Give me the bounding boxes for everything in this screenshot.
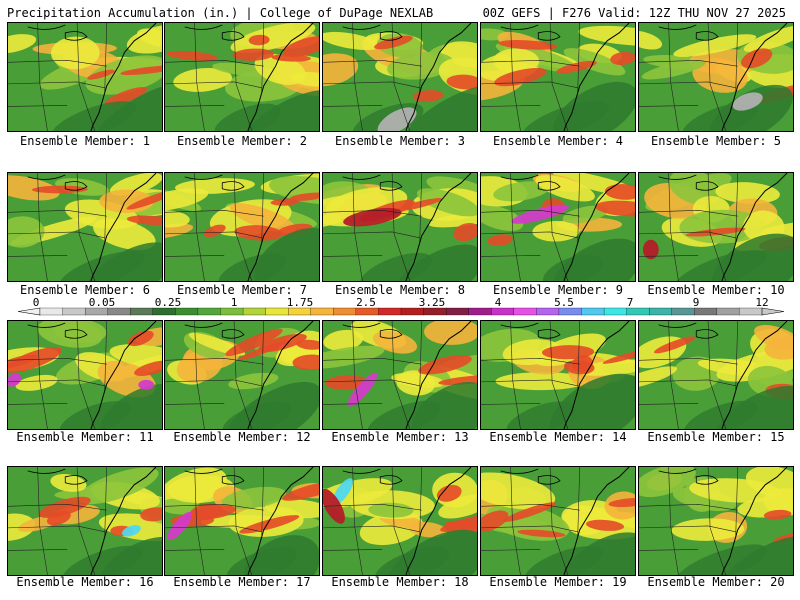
map-panel-member-11	[7, 320, 163, 430]
caption-member-9: Ensemble Member: 9	[492, 283, 624, 297]
caption-member-12: Ensemble Member: 12	[173, 430, 311, 444]
colorbar-swatch	[603, 307, 628, 316]
colorbar-swatch	[400, 307, 425, 316]
map-panel-member-6	[7, 172, 163, 282]
map-panel-member-4	[480, 22, 636, 132]
colorbar-swatch	[378, 307, 402, 316]
colorbar-swatch	[130, 307, 154, 316]
map-panel-member-10	[638, 172, 794, 282]
caption-member-18: Ensemble Member: 18	[331, 575, 469, 589]
caption-member-4: Ensemble Member: 4	[492, 134, 624, 148]
map-panel-member-8	[322, 172, 478, 282]
colorbar-swatch	[62, 307, 86, 316]
colorbar-swatch	[107, 307, 131, 316]
colorbar-swatch	[310, 307, 334, 316]
map-panel-member-13	[322, 320, 478, 430]
map-panel-member-16	[7, 466, 163, 576]
map-panel-member-20	[638, 466, 794, 576]
caption-member-13: Ensemble Member: 13	[331, 430, 469, 444]
colorbar-swatch	[197, 307, 221, 316]
colorbar-tick-label: 2.5	[356, 298, 376, 309]
caption-member-19: Ensemble Member: 19	[489, 575, 627, 589]
colorbar-swatch	[355, 307, 379, 316]
header-title: Precipitation Accumulation (in.) | Colle…	[7, 6, 434, 20]
colorbar-swatch	[175, 307, 199, 316]
caption-member-10: Ensemble Member: 10	[647, 283, 785, 297]
colorbar-swatch	[84, 307, 109, 316]
map-panel-member-9	[480, 172, 636, 282]
colorbar-tick-label: 12	[755, 298, 768, 309]
caption-member-6: Ensemble Member: 6	[19, 283, 151, 297]
colorbar-swatch	[671, 307, 695, 316]
caption-member-3: Ensemble Member: 3	[334, 134, 466, 148]
caption-member-7: Ensemble Member: 7	[176, 283, 308, 297]
colorbar-swatch	[423, 307, 447, 316]
colorbar-tick-label: 4	[495, 298, 502, 309]
colorbar-swatch	[288, 307, 312, 316]
colorbar-tick-label: 7	[627, 298, 634, 309]
colorbar-swatch	[558, 307, 582, 316]
map-panel-member-18	[322, 466, 478, 576]
colorbar-swatch	[581, 307, 605, 316]
header-valid-time: 00Z GEFS | F276 Valid: 12Z THU NOV 27 20…	[482, 6, 786, 20]
colorbar-swatch	[694, 307, 718, 316]
map-panel-member-17	[164, 466, 320, 576]
colorbar-swatch	[739, 307, 763, 316]
precip-colorbar: 0 0.05 0.25 1 1.75 2.5 3.25 4 5.5 7 9 12	[17, 298, 785, 316]
caption-member-15: Ensemble Member: 15	[647, 430, 785, 444]
caption-member-14: Ensemble Member: 14	[489, 430, 627, 444]
colorbar-swatch	[39, 307, 64, 316]
caption-member-20: Ensemble Member: 20	[647, 575, 785, 589]
colorbar-min-arrow	[17, 307, 41, 316]
colorbar-swatch	[536, 307, 560, 316]
colorbar-swatch	[265, 307, 289, 316]
caption-member-1: Ensemble Member: 1	[19, 134, 151, 148]
map-panel-member-14	[480, 320, 636, 430]
map-panel-member-1	[7, 22, 163, 132]
colorbar-swatch	[513, 307, 537, 316]
colorbar-tick-label: 5.5	[554, 298, 574, 309]
map-panel-member-15	[638, 320, 794, 430]
colorbar-tick-label: 3.25	[419, 298, 446, 309]
map-panel-member-3	[322, 22, 478, 132]
caption-member-8: Ensemble Member: 8	[334, 283, 466, 297]
map-panel-member-19	[480, 466, 636, 576]
map-panel-member-7	[164, 172, 320, 282]
colorbar-tick-label: 9	[693, 298, 700, 309]
caption-member-17: Ensemble Member: 17	[173, 575, 311, 589]
colorbar-swatch	[491, 307, 515, 316]
map-panel-member-12	[164, 320, 320, 430]
colorbar-tick-label: 1	[231, 298, 238, 309]
colorbar-tick-label: 0.25	[155, 298, 182, 309]
map-panel-member-2	[164, 22, 320, 132]
colorbar-max-arrow	[761, 307, 785, 316]
colorbar-swatch	[716, 307, 740, 316]
colorbar-swatch	[468, 307, 492, 316]
colorbar-tick-label: 1.75	[287, 298, 314, 309]
colorbar-swatch	[445, 307, 470, 316]
caption-member-5: Ensemble Member: 5	[650, 134, 782, 148]
caption-member-2: Ensemble Member: 2	[176, 134, 308, 148]
colorbar-swatch	[626, 307, 650, 316]
caption-member-16: Ensemble Member: 16	[16, 575, 154, 589]
colorbar-swatch	[242, 307, 267, 316]
colorbar-tick-label: 0.05	[89, 298, 116, 309]
colorbar-swatch	[152, 307, 176, 316]
map-panel-member-5	[638, 22, 794, 132]
colorbar-swatch	[649, 307, 673, 316]
colorbar-tick-label: 0	[33, 298, 40, 309]
caption-member-11: Ensemble Member: 11	[16, 430, 154, 444]
colorbar-swatch	[333, 307, 357, 316]
colorbar-swatch	[220, 307, 244, 316]
